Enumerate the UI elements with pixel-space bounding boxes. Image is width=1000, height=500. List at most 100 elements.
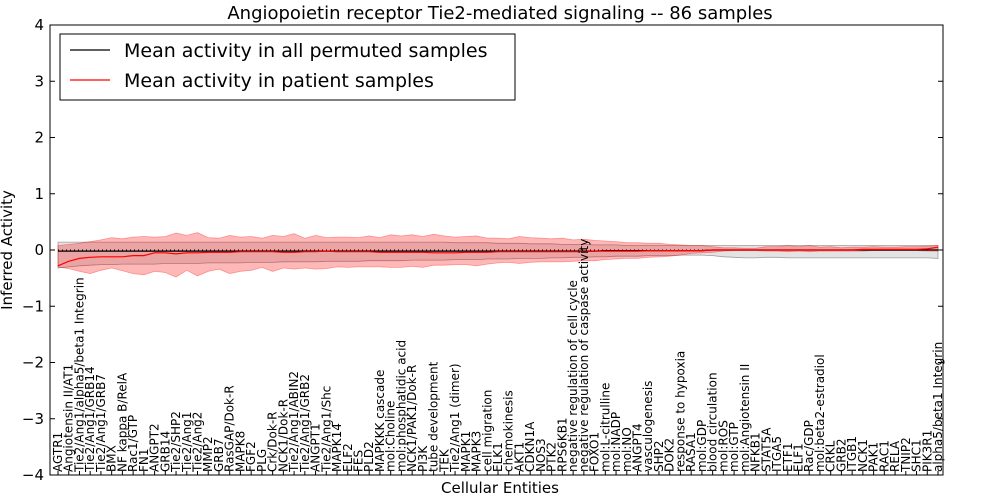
x-tick-label: Tie2/Ang1/GRB7: [94, 374, 108, 473]
x-tick-label: RASA1: [684, 432, 698, 472]
x-tick-label: NFKB1: [749, 432, 763, 472]
x-tick-label: mol:phosphatidic acid: [394, 340, 408, 472]
x-tick-label: PTK2: [545, 442, 559, 472]
x-tick-label: mol:ROS: [716, 420, 730, 472]
y-tick-label: 0: [34, 241, 44, 259]
x-tick-label: mol:GTP: [727, 422, 741, 472]
x-tick-label: NCK1: [856, 439, 870, 472]
y-tick-label: 1: [34, 185, 44, 203]
x-tick-label: Tie2/Ang1/alpha5/beta1 Integrin: [73, 277, 87, 473]
x-tick-label: Angiotensin II/AT1: [62, 364, 76, 472]
y-tick-label: 4: [34, 16, 44, 34]
x-tick-label: ETF1: [781, 443, 795, 472]
series-line-patient: [57, 246, 939, 267]
x-tick-label: SHP2: [652, 440, 666, 472]
x-tick-label: Tie2/Ang1: [180, 412, 194, 473]
x-tick-label: GRB7: [212, 438, 226, 472]
y-tick-label: −3: [22, 410, 44, 428]
x-tick-label: AKT1: [513, 442, 527, 472]
band-patient: [57, 232, 939, 278]
x-tick-label: PIK3R1: [920, 430, 934, 472]
legend: Mean activity in all permuted samples Me…: [59, 33, 516, 101]
x-tick-label: Tie2/Ang1/GRB14: [83, 366, 97, 473]
legend-box: [59, 33, 516, 101]
x-tick-label: PLD2: [362, 441, 376, 472]
band-permuted: [57, 241, 939, 269]
x-tick-label: PAK1: [867, 442, 881, 472]
x-tick-label: Rac1/GTP: [126, 415, 140, 472]
x-tick-label: TNIP2: [899, 437, 913, 473]
x-tick-label: FES: [352, 450, 366, 472]
x-tick-label: ITGA5: [770, 436, 784, 472]
y-tick-label: 2: [34, 129, 44, 147]
x-tick-label: vasculogenesis: [641, 381, 655, 472]
x-tick-label: RELA: [888, 440, 902, 472]
x-tick-label: ANGPT2: [148, 423, 162, 472]
x-tick-label: cell migration: [480, 390, 494, 472]
x-tick-label: MAPK3: [470, 431, 484, 472]
x-tick-label: NCK1/PAK1/Dok-R: [405, 365, 419, 472]
x-tick-label: Tie2/Ang1/ABIN2: [287, 371, 301, 473]
x-tick-label: RAC1: [877, 440, 891, 472]
y-tick-label: −2: [22, 354, 44, 372]
x-tick-label: NF kappa B/RelA: [115, 372, 129, 472]
y-axis-label: Inferred Activity: [0, 190, 16, 310]
x-tick-label: CDKN1A: [523, 421, 537, 472]
y-tick-label: −1: [22, 297, 44, 315]
x-tick-label: mol:L-citrulline: [598, 383, 612, 472]
x-tick-label: GRB2: [834, 438, 848, 472]
series-lines: [57, 246, 939, 267]
x-tick-label: TEK: [437, 448, 451, 473]
y-axis: −4 −3 −2 −1 0 1 2 3 4: [22, 16, 943, 484]
x-tick-label: negative regulation of cell cycle: [566, 280, 580, 472]
x-tick-label: CRKL: [824, 440, 838, 472]
x-tick-label: Tie2/Ang1 (dimer): [448, 363, 462, 473]
x-tick-label: chemokinesis: [502, 390, 516, 472]
x-tick-label: mol:beta2-estradiol: [813, 354, 827, 472]
y-tick-label: 3: [34, 72, 44, 90]
x-tick-label: mol:GDP: [695, 420, 709, 472]
x-tick-label: ELF1: [792, 443, 806, 472]
x-tick-label: mol:NO: [620, 427, 634, 472]
x-tick-label: alpha5/beta1 Integrin: [931, 342, 945, 472]
x-tick-label: Tie2/Ang1/Shc: [319, 386, 333, 473]
x-tick-label: mol:Choline: [384, 401, 398, 472]
x-tick-label: STAT5A: [759, 427, 773, 472]
x-tick-label: PI3K: [416, 445, 430, 472]
x-tick-label: Tie2/SHP2: [169, 411, 183, 473]
x-tick-label: ANGPT1: [309, 423, 323, 472]
x-tick-label: tube development: [427, 361, 441, 472]
x-tick-label: blood circulation: [706, 372, 720, 472]
x-tick-label: RPS6KB1: [555, 417, 569, 472]
x-tick-label: SHC1: [910, 439, 924, 472]
x-tick-label: ELF2: [341, 443, 355, 472]
x-tick-label: MAPK14: [330, 423, 344, 472]
x-tick-label: DOK2: [663, 438, 677, 472]
y-tick-label: −4: [22, 466, 44, 484]
x-tick-label: MMP2: [201, 436, 215, 472]
legend-label-permuted: Mean activity in all permuted samples: [124, 40, 487, 62]
x-tick-label: MAPK8: [233, 431, 247, 472]
x-tick-label: ANGPT4: [631, 423, 645, 472]
chart-title: Angiopoietin receptor Tie2-mediated sign…: [227, 3, 772, 24]
x-tick-label: PLG: [255, 449, 269, 472]
x-tick-label: FGF2: [244, 441, 258, 472]
x-tick-label: ELK1: [491, 442, 505, 472]
x-tick-label: FOXO1: [588, 432, 602, 472]
x-tick-label: Crk/Dok-R: [266, 411, 280, 472]
x-tick-label: Tie2/Ang2: [191, 412, 205, 473]
x-tick-label: RasGAP/Dok-R: [223, 385, 237, 472]
x-tick-label: MAPKKK cascade: [373, 370, 387, 472]
x-tick-label: response to hypoxia: [673, 351, 687, 472]
x-axis-label: Cellular Entities: [441, 479, 559, 497]
x-tick-label: BMX: [105, 445, 119, 472]
x-tick-label: AGTR1: [51, 432, 65, 472]
x-tick-label: Rac/GDP: [802, 420, 816, 472]
confidence-bands: [57, 232, 939, 278]
x-tick-label: NOS3: [534, 438, 548, 472]
x-tick-label: mol:NADP: [609, 412, 623, 472]
x-tick-label: ITGB1: [845, 436, 859, 472]
x-tick-label: mol:Angiotensin II: [738, 364, 752, 472]
